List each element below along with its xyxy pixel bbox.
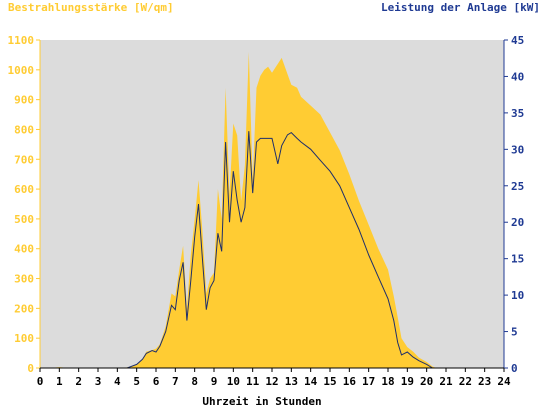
x-tick-label: 21 [439,375,453,388]
y-left-tick-label: 100 [14,332,34,345]
x-tick-label: 10 [227,375,240,388]
y-right-tick-label: 35 [511,107,524,120]
x-tick-label: 3 [95,375,102,388]
x-tick-label: 7 [172,375,179,388]
right-axis-title: Leistung der Anlage [kW] [381,1,540,14]
y-right-tick-label: 20 [511,216,524,229]
x-tick-label: 14 [304,375,318,388]
x-tick-label: 15 [323,375,336,388]
y-left-tick-label: 800 [14,123,34,136]
x-tick-label: 24 [497,375,511,388]
x-tick-label: 1 [56,375,63,388]
x-tick-label: 18 [381,375,394,388]
x-tick-label: 20 [420,375,433,388]
power-line [40,131,504,369]
x-tick-label: 2 [75,375,82,388]
y-right-tick-label: 15 [511,253,524,266]
y-left-tick-label: 1000 [8,64,35,77]
x-tick-label: 11 [246,375,260,388]
y-left-tick-label: 1100 [8,34,35,47]
x-tick-label: 6 [153,375,160,388]
y-left-tick-label: 200 [14,302,34,315]
x-tick-label: 9 [211,375,218,388]
y-right-tick-label: 40 [511,70,524,83]
x-tick-label: 17 [362,375,375,388]
x-tick-label: 4 [114,375,121,388]
y-left-tick-label: 300 [14,273,34,286]
x-tick-label: 8 [191,375,198,388]
y-right-tick-label: 45 [511,34,524,47]
x-tick-label: 13 [285,375,298,388]
x-axis-label: Uhrzeit in Stunden [202,395,321,408]
y-left-tick-label: 0 [27,362,34,375]
chart-marks [40,51,504,369]
x-tick-label: 22 [459,375,472,388]
chart-axes: 0100200300400500600700800900100011000510… [8,34,525,388]
x-tick-label: 12 [265,375,278,388]
y-right-tick-label: 25 [511,180,524,193]
y-right-tick-label: 10 [511,289,524,302]
x-tick-label: 0 [37,375,44,388]
irradiance-area [40,51,504,369]
y-left-tick-label: 400 [14,243,34,256]
x-tick-label: 16 [343,375,357,388]
x-tick-label: 19 [401,375,414,388]
y-right-tick-label: 5 [511,326,518,339]
y-left-tick-label: 600 [14,183,34,196]
y-right-tick-label: 0 [511,362,518,375]
y-left-tick-label: 900 [14,94,34,107]
y-right-tick-label: 30 [511,143,524,156]
y-left-tick-label: 500 [14,213,34,226]
x-tick-label: 23 [478,375,491,388]
x-tick-label: 5 [133,375,140,388]
left-axis-title: Bestrahlungsstärke [W/qm] [8,1,174,14]
y-left-tick-label: 700 [14,153,34,166]
